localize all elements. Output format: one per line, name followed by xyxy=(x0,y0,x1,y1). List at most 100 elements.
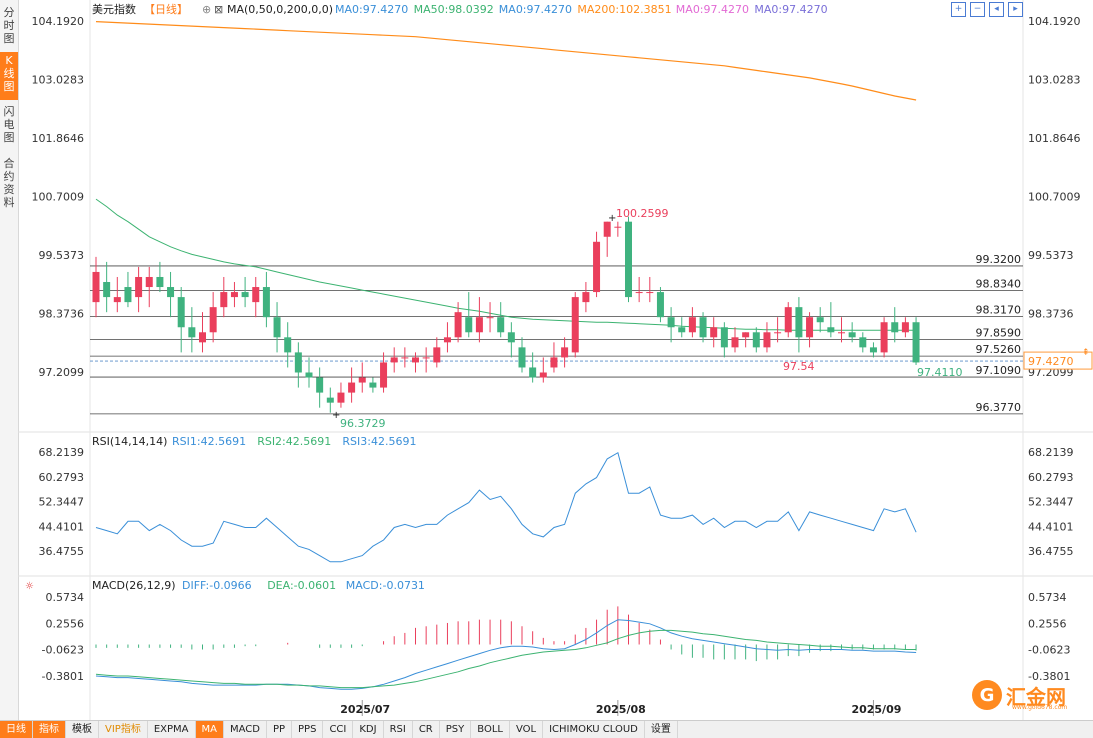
candle-body xyxy=(103,282,111,298)
price-marker-icon: ⇞ xyxy=(1082,348,1090,358)
level-line-label: 97.5260 xyxy=(976,343,1022,356)
indicator-pp[interactable]: PP xyxy=(267,721,293,738)
indicator-ma[interactable]: MA xyxy=(195,721,224,738)
indicator-vol[interactable]: VOL xyxy=(510,721,544,738)
price-axis-right-label: 98.3736 xyxy=(1028,307,1074,320)
tab-kline[interactable]: K线图 xyxy=(0,52,18,100)
candle-body xyxy=(795,307,803,338)
low-marker-icon: + xyxy=(332,410,340,421)
candle-body xyxy=(380,362,388,388)
level-line-label: 96.3770 xyxy=(976,401,1022,414)
price-axis-right-label: 100.7009 xyxy=(1028,191,1081,204)
candle-body xyxy=(667,317,675,328)
candle-body xyxy=(529,367,537,378)
tab-flash-chart[interactable]: 闪电图 xyxy=(3,105,15,144)
candle-body xyxy=(710,327,718,338)
rsi-title: RSI(14,14,14) xyxy=(92,435,167,448)
candle-body xyxy=(582,292,590,303)
chart-toolbar: + − ◂ ▸ xyxy=(951,2,1023,17)
rsi-axis-left-label: 44.4101 xyxy=(39,520,85,533)
price-axis-left-label: 97.2099 xyxy=(39,366,85,379)
macd-axis-right-label: 0.5734 xyxy=(1028,591,1067,604)
macd-axis-right-label: 0.2556 xyxy=(1028,617,1067,630)
candle-body xyxy=(390,357,398,363)
candle-body xyxy=(486,317,494,319)
macd-diff-line xyxy=(95,619,917,690)
chart-canvas[interactable]: 美元指数 【日线】 ⊕ ⊠ MA(0,50,0,200,0,0) MA0:97.4270 M… xyxy=(0,0,1093,720)
indicator-expma[interactable]: EXPMA xyxy=(148,721,196,738)
settings-tab[interactable]: 设置 xyxy=(645,721,678,738)
x-axis-label: 2025/07 xyxy=(340,703,390,716)
rsi-line xyxy=(95,451,917,563)
indicator-kdj[interactable]: KDJ xyxy=(353,721,384,738)
candle-body xyxy=(412,357,419,363)
indicator-psy[interactable]: PSY xyxy=(440,721,472,738)
scroll-left-icon[interactable]: ◂ xyxy=(989,2,1004,17)
candle-body xyxy=(337,392,345,403)
indicator-ichimoku[interactable]: ICHIMOKU CLOUD xyxy=(543,721,645,738)
low-annotation: 96.3729 xyxy=(340,417,386,430)
candle-body xyxy=(561,347,569,358)
macd-axis-left-label: -0.0623 xyxy=(42,644,84,657)
candle-body xyxy=(518,347,526,368)
macd-axis-right-label: -0.3801 xyxy=(1028,670,1070,683)
indicator-macd[interactable]: MACD xyxy=(224,721,267,738)
indicator-boll[interactable]: BOLL xyxy=(471,721,510,738)
vip-indicator-tab[interactable]: VIP指标 xyxy=(99,721,148,738)
template-tab[interactable]: 模板 xyxy=(66,721,99,738)
rsi-value-1: RSI2:42.5691 xyxy=(257,435,331,448)
indicator-cr[interactable]: CR xyxy=(413,721,440,738)
candle-body xyxy=(145,276,153,288)
candle-body xyxy=(646,292,654,294)
candle-body xyxy=(688,317,696,333)
macd-axis-left-label: 0.2556 xyxy=(46,617,85,630)
candle-body xyxy=(284,337,292,353)
period-daily-button[interactable]: 日线 xyxy=(0,721,33,738)
tab-timeshare[interactable]: 分时图 xyxy=(3,6,15,45)
chart-title: 美元指数 xyxy=(92,2,136,16)
candle-body xyxy=(358,377,366,383)
ma-value-2: MA0:97.4270 xyxy=(499,3,572,16)
scroll-right-icon[interactable]: ▸ xyxy=(1008,2,1023,17)
candle-body xyxy=(433,347,441,363)
candle-body xyxy=(465,317,473,333)
macd-dea-line xyxy=(95,629,917,689)
indicator-tab[interactable]: 指标 xyxy=(33,721,66,738)
candle-body xyxy=(188,327,196,338)
zoom-in-icon[interactable]: + xyxy=(951,2,966,17)
candle-body xyxy=(507,332,515,343)
ma200-line xyxy=(95,21,917,101)
candle-body xyxy=(262,287,270,318)
zoom-out-icon[interactable]: − xyxy=(970,2,985,17)
rsi-axis-left-label: 52.3447 xyxy=(39,496,85,509)
candle-body xyxy=(230,292,238,298)
x-axis-label: 2025/09 xyxy=(851,703,901,716)
indicator-rsi[interactable]: RSI xyxy=(384,721,413,738)
candle-body xyxy=(305,372,313,378)
x-axis-label: 2025/08 xyxy=(596,703,646,716)
candle-body xyxy=(603,221,611,237)
chart-period: 【日线】 xyxy=(144,2,188,16)
candle-body xyxy=(731,337,739,348)
indicator-cci[interactable]: CCI xyxy=(323,721,354,738)
candle-body xyxy=(827,327,835,333)
macd-value-0: DIFF:-0.0966 xyxy=(182,579,252,592)
candle-body xyxy=(422,357,430,359)
current-price-box xyxy=(1023,351,1093,370)
candle-body xyxy=(273,317,281,338)
candle-body xyxy=(156,276,164,288)
price-axis-right-label: 101.8646 xyxy=(1028,132,1081,145)
price-axis-right-label: 103.0283 xyxy=(1028,74,1081,87)
candle-body xyxy=(912,322,920,363)
rsi-axis-left-label: 60.2793 xyxy=(39,471,85,484)
candle-body xyxy=(326,397,334,403)
candle-body xyxy=(113,297,121,303)
indicator-pps[interactable]: PPS xyxy=(292,721,324,738)
rsi-axis-right-label: 68.2139 xyxy=(1028,446,1074,459)
candle-body xyxy=(678,327,686,333)
ma50-line xyxy=(95,198,917,331)
candle-body xyxy=(220,292,228,308)
tab-contract-info[interactable]: 合约资料 xyxy=(3,157,15,209)
current-price-label: 97.4270 xyxy=(1028,355,1074,368)
level-line-label: 97.1090 xyxy=(976,364,1022,377)
